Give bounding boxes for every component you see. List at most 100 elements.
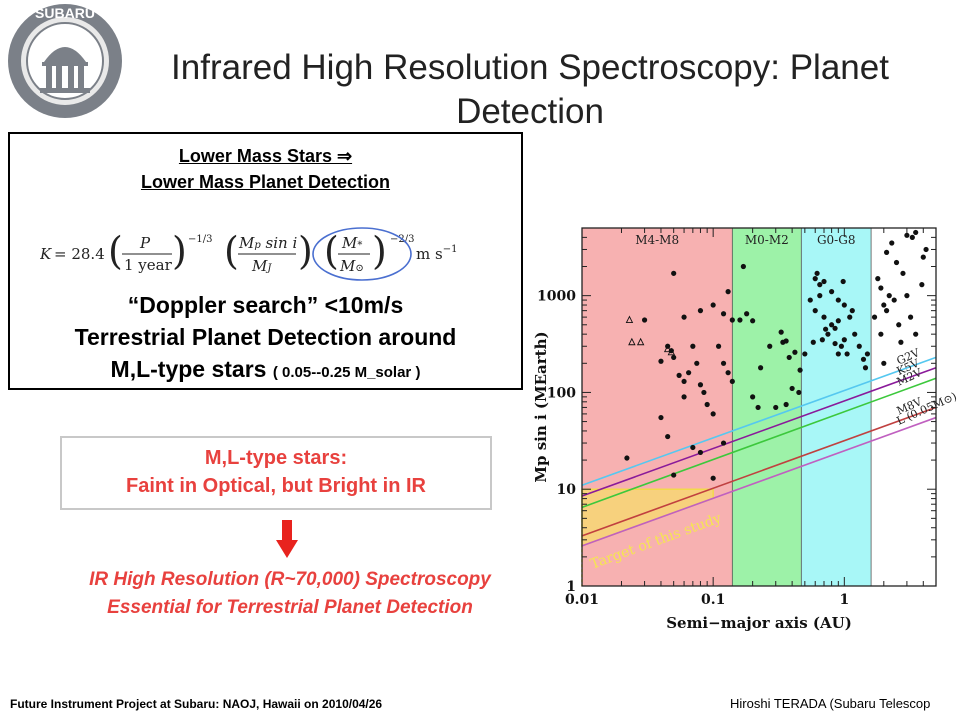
planet-point [907,314,914,320]
planet-point [829,322,835,328]
planet-point [725,289,731,295]
planet-point [767,343,773,349]
planet-point [750,394,756,400]
planet-point [881,360,887,366]
x-tick-label-0: 0.01 [565,592,599,608]
svg-text:K: K [40,245,52,263]
planet-point [744,311,750,317]
ml-type-range: ( 0.05--0.25 M_solar ) [272,364,421,381]
planet-point [920,254,926,260]
planet-point [829,289,835,295]
planet-point [810,339,816,345]
region-label-0: M4-M8 [635,233,679,247]
planet-point [856,343,862,349]
ir-text: IR High Resolution (R~70,000) Spectrosco… [0,566,580,622]
faint-box: M,L-type stars: Faint in Optical, but Br… [60,436,492,510]
planet-point [823,326,829,332]
svg-text:): ) [298,229,313,273]
planet-point [671,270,677,276]
mass-line-0 [581,356,937,486]
planet-point [919,282,925,288]
planet-triangle [663,344,672,353]
planet-point [690,444,696,451]
planet-point [725,370,731,376]
planet-point [671,354,677,361]
planet-point [838,343,845,349]
planet-point [835,318,841,324]
planet-triangle [636,337,645,346]
planet-point [658,358,664,364]
planet-point [720,440,727,446]
mass-heading-1: Lower Mass Stars ⇒ [178,146,353,166]
planet-point [835,351,841,357]
planet-point [792,349,798,355]
planet-point [773,404,779,411]
mass-heading-2: Lower Mass Planet Detection [140,172,391,192]
planet-point [913,331,919,337]
planet-triangle [667,347,676,356]
planet-point [891,297,897,303]
terrestrial-line: Terrestrial Planet Detection around [74,324,457,350]
planet-point [665,433,671,440]
planet-point [840,278,846,285]
svg-text:P: P [139,234,151,252]
svg-text:): ) [372,229,387,273]
planet-point [710,411,716,417]
planet-point [681,314,687,320]
planet-point [710,302,716,308]
x-axis-label: Semi−major axis (AU) [666,614,852,632]
planet-point [864,351,871,357]
planet-point [898,339,904,345]
svg-text:(: ( [324,229,339,273]
mass-line-4 [581,416,937,547]
planet-point [896,322,902,328]
planet-point [701,389,707,396]
mass-line-3 [581,406,937,537]
subaru-logo: SUBARU [8,4,122,118]
planet-point [821,278,827,285]
logo-text: SUBARU [35,5,95,21]
planet-point [883,308,890,314]
planet-point [844,351,850,357]
svg-text:= 28.4: = 28.4 [54,245,105,263]
planet-point [862,365,869,371]
svg-text:m s−1: m s−1 [416,244,457,263]
y-tick-label-2: 100 [547,385,576,401]
planet-point [796,389,802,396]
ir-line-2: Essential for Terrestrial Planet Detecti… [107,597,473,618]
planet-point [841,337,847,343]
region-1 [732,228,802,586]
planet-point [783,401,789,408]
planet-point [729,317,735,323]
planet-point [681,394,687,400]
planet-point [852,331,858,337]
x-tick-label-1: 0.1 [701,592,725,608]
faint-line-2: Faint in Optical, but Bright in IR [126,475,426,497]
region-2 [801,228,872,586]
svg-text:M⊙: M⊙ [339,257,364,275]
planet-point [819,337,825,343]
down-arrow-icon [276,520,298,558]
planet-point [817,282,823,288]
footer-right: Hiroshi TERADA (Subaru Telescop [730,696,931,711]
svg-text:): ) [172,229,187,273]
planet-point [923,246,929,253]
planet-point [871,314,878,320]
planet-point [802,351,808,357]
axes-ticks [581,227,937,587]
planet-point [875,276,881,282]
planet-point [686,370,692,376]
planet-point [835,297,841,303]
svg-text:−1/3: −1/3 [188,234,212,245]
planet-point [913,229,919,236]
planet-point [893,259,900,266]
planet-point [710,475,716,481]
semi-amplitude-formula: K = 28.4 ( P 1 year ) −1/3 ( Mp sin i MJ… [40,227,457,281]
mass-line-1 [581,366,937,497]
planet-point [715,343,722,349]
svg-text:MJ: MJ [251,257,272,275]
planet-point [883,249,890,255]
planet-point [755,404,761,411]
planet-point [750,318,756,324]
